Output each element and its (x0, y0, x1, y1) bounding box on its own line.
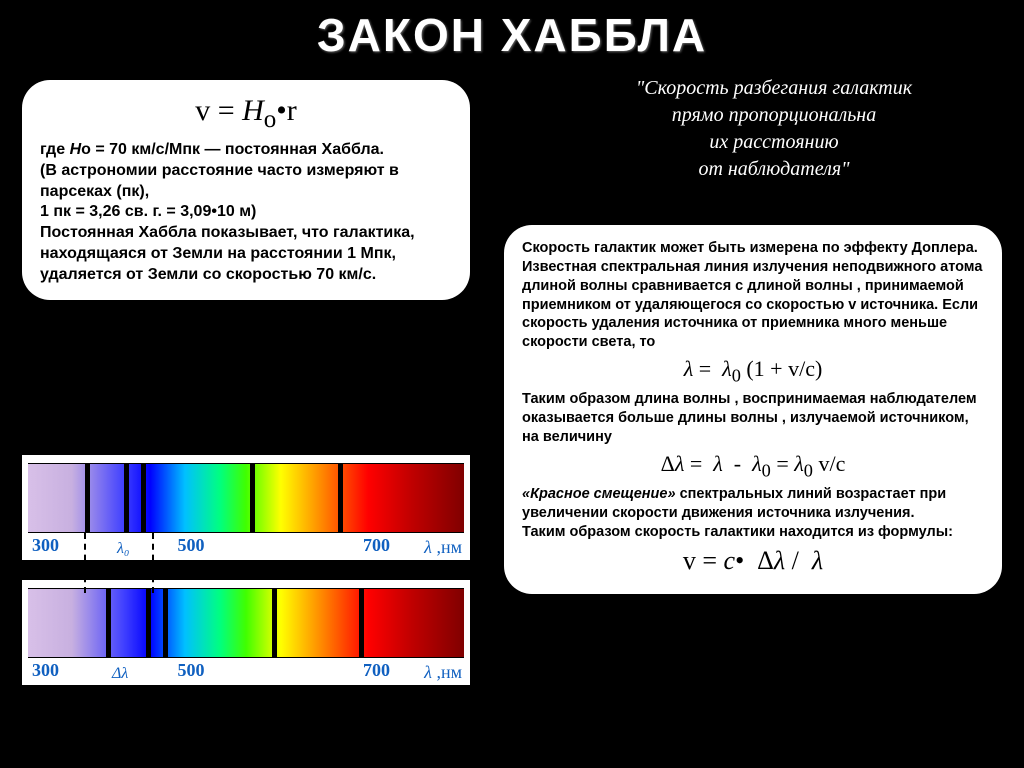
spectrum-gradient (28, 588, 464, 658)
axis-label: λ ,нм (424, 662, 462, 683)
quote-line: прямо пропорциональна (554, 102, 994, 129)
spectral-line (85, 464, 90, 532)
spectral-line (106, 589, 111, 657)
hubble-formula: v = Ho•r (40, 94, 452, 134)
spectral-line (250, 464, 255, 532)
spectrum-bottom: 300 500 700 λ ,нм Δλ (22, 580, 470, 685)
doppler-f3: v = c• Δλ / λ (522, 546, 984, 576)
ref-line (84, 533, 86, 593)
spectral-line (141, 464, 146, 532)
page-title: ЗАКОН ХАББЛА (0, 0, 1024, 62)
delta-lambda-label: Δλ (112, 665, 128, 683)
doppler-f1: λ = λ0 (1 + v/c) (522, 356, 984, 386)
spectrum-axis: 300 500 700 (28, 658, 464, 681)
axis-tick: 300 (32, 660, 59, 681)
axis-tick: 700 (363, 535, 390, 556)
axis-tick: 300 (32, 535, 59, 556)
quote-line: их расстоянию (554, 129, 994, 156)
doppler-p2: Таким образом длина волны , воспринимаем… (522, 390, 984, 447)
axis-label: λ ,нм (424, 537, 462, 558)
spectral-line (146, 589, 151, 657)
doppler-p1: Скорость галактик может быть измерена по… (522, 239, 984, 352)
axis-tick: 500 (178, 535, 205, 556)
spectral-line (163, 589, 168, 657)
spectrum-top: 300 500 700 λ ,нм λ₀ (22, 455, 470, 560)
spectrum-axis: 300 500 700 (28, 533, 464, 556)
axis-tick: 700 (363, 660, 390, 681)
quote-line: "Скорость разбегания галактик (554, 75, 994, 102)
spectrum-gradient (28, 463, 464, 533)
doppler-box: Скорость галактик может быть измерена по… (504, 225, 1002, 594)
doppler-p4: Таким образом скорость галактики находит… (522, 523, 984, 542)
doppler-f2: Δλ = λ - λ0 = λ0 v/c (522, 451, 984, 481)
left-text: где Hо = 70 км/с/Мпк — постоянная Хаббла… (40, 140, 452, 286)
spectral-line (359, 589, 364, 657)
spectrum-diagram: 300 500 700 λ ,нм λ₀ 300 500 700 λ ,нм Δ… (22, 455, 470, 705)
axis-tick: 500 (178, 660, 205, 681)
hubble-law-box: v = Ho•r где Hо = 70 км/с/Мпк — постоянн… (22, 80, 470, 300)
spectral-line (338, 464, 343, 532)
ref-line (152, 533, 154, 593)
spectral-line (272, 589, 277, 657)
quote-line: от наблюдателя" (554, 156, 994, 183)
hubble-quote: "Скорость разбегания галактик прямо проп… (554, 75, 994, 183)
spectral-line (124, 464, 129, 532)
doppler-p3: «Красное смещение» спектральных линий во… (522, 485, 984, 523)
lambda0-label: λ₀ (117, 540, 130, 558)
